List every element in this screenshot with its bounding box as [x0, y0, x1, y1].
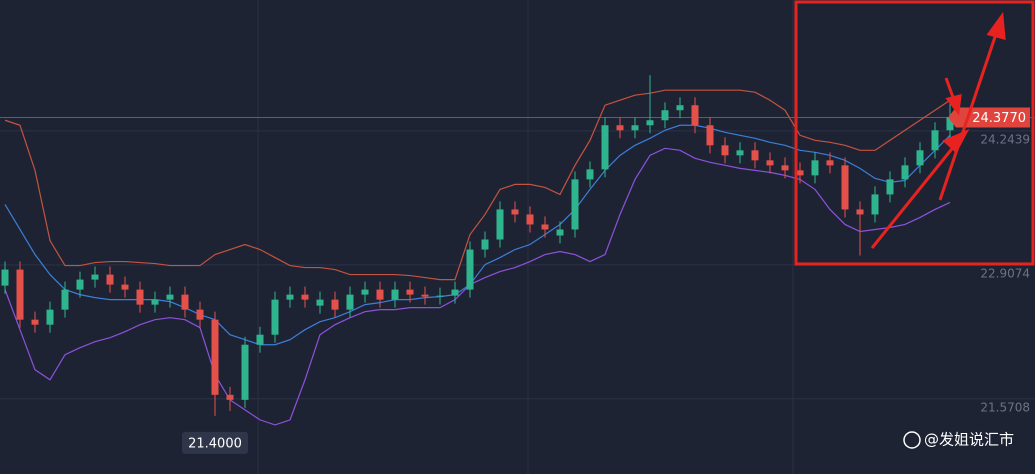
- watermark: @发姐说汇市: [924, 431, 1014, 449]
- candle-body: [556, 229, 564, 236]
- candle-body: [586, 169, 594, 180]
- candle-body: [886, 179, 894, 195]
- y-tick-label: 24.2439: [980, 132, 1030, 146]
- candle-body: [181, 294, 189, 310]
- candle-body: [421, 294, 429, 297]
- candle-body: [661, 110, 669, 121]
- candle-body: [331, 299, 339, 310]
- candle-body: [226, 394, 234, 400]
- candle-body: [61, 289, 69, 310]
- candle-body: [166, 294, 174, 300]
- low-marker-label: 21.4000: [188, 436, 242, 451]
- arrow: [870, 144, 957, 249]
- candle-body: [406, 289, 414, 295]
- candle-body: [796, 170, 804, 176]
- candle-body: [466, 249, 474, 290]
- candle-body: [676, 105, 684, 111]
- candle-body: [526, 214, 534, 225]
- candle-body: [946, 117, 954, 131]
- candle-body: [451, 289, 459, 296]
- candle-body: [631, 125, 639, 131]
- candle-body: [376, 289, 384, 300]
- highlight-box: [794, 0, 1035, 266]
- candle-body: [751, 150, 759, 161]
- candle-body: [121, 284, 129, 290]
- candle-body: [46, 309, 54, 325]
- candle-body: [841, 165, 849, 210]
- candle-body: [106, 274, 114, 285]
- arrows: [870, 11, 1006, 249]
- candle-body: [766, 160, 774, 166]
- candle-body: [571, 179, 579, 230]
- watermark-icon: [903, 431, 921, 449]
- band-line: [4, 89, 951, 281]
- low-marker-box: [182, 431, 248, 454]
- arrow: [938, 33, 998, 201]
- arrow-head: [945, 94, 962, 116]
- candle-body: [901, 165, 909, 180]
- candle-body: [856, 209, 864, 215]
- price-tag-label: 24.3770: [972, 111, 1026, 126]
- candle-body: [391, 289, 399, 300]
- candle-body: [496, 209, 504, 240]
- candle-body: [241, 344, 249, 400]
- candle-body: [1, 269, 9, 286]
- candle-body: [436, 295, 444, 297]
- y-tick-label: 21.5708: [980, 400, 1030, 414]
- candle-body: [346, 294, 354, 310]
- candle-body: [256, 334, 264, 345]
- candle-body: [286, 294, 294, 300]
- candle-body: [301, 294, 309, 300]
- candle-body: [736, 150, 744, 156]
- candle-body: [826, 160, 834, 166]
- candle-body: [151, 299, 159, 305]
- plot: 24.2439 22.9074 21.5708 24.3770 21.4000: [0, 75, 1035, 454]
- candle-body: [916, 150, 924, 166]
- candle-body: [616, 125, 624, 131]
- candle-body: [601, 125, 609, 170]
- band-line: [4, 124, 951, 346]
- candle-body: [691, 105, 699, 126]
- candle-body: [196, 309, 204, 320]
- annotation: [794, 0, 1035, 266]
- candle-body: [16, 269, 24, 320]
- candle-body: [511, 209, 519, 215]
- y-tick-label: 22.9074: [980, 266, 1030, 280]
- arrow-head: [986, 11, 1006, 41]
- candle-body: [91, 274, 99, 280]
- candle-body: [31, 319, 39, 325]
- vertical-grid: [257, 0, 794, 474]
- candle-body: [781, 165, 789, 171]
- candle-body: [721, 145, 729, 156]
- candle-body: [541, 224, 549, 230]
- candle-body: [931, 130, 939, 151]
- candle-body: [481, 239, 489, 250]
- watermark-group: @发姐说汇市: [903, 431, 1014, 449]
- candle-body: [211, 319, 219, 395]
- candle-body: [811, 160, 819, 176]
- candle-body: [706, 125, 714, 146]
- candle-body: [76, 279, 84, 290]
- candle-body: [136, 289, 144, 305]
- candle-body: [271, 299, 279, 335]
- candle-body: [871, 194, 879, 215]
- candle-body: [646, 120, 654, 126]
- candle-body: [316, 299, 324, 306]
- candle-body: [361, 289, 369, 295]
- band-line: [4, 147, 951, 426]
